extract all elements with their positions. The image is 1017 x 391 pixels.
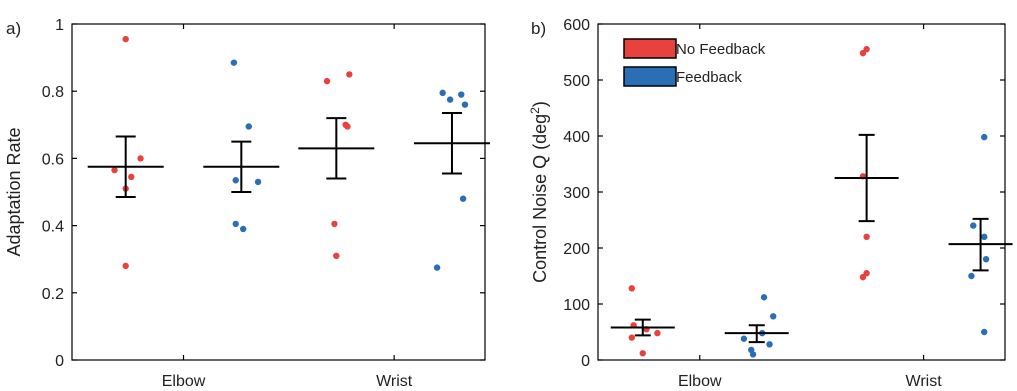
y-axis-label-end: ) — [530, 101, 550, 107]
x-tick-label: Elbow — [678, 373, 722, 390]
series-feedback — [203, 59, 490, 271]
data-point — [749, 351, 757, 358]
y-tick-label: 400 — [563, 129, 590, 146]
y-tick-label: 200 — [563, 241, 590, 258]
data-point — [232, 177, 239, 184]
series-no-feedback — [610, 46, 899, 357]
data-point — [981, 328, 988, 336]
x-tick-label: Wrist — [906, 373, 943, 390]
data-point — [859, 49, 867, 57]
y-tick-label: 500 — [563, 73, 590, 90]
data-point — [766, 341, 773, 348]
data-point — [439, 89, 446, 97]
data-point — [230, 59, 238, 66]
legend-swatch — [623, 66, 677, 87]
legend-swatch — [623, 38, 677, 59]
data-point — [863, 233, 870, 240]
data-point — [760, 294, 768, 301]
data-point — [122, 35, 129, 43]
y-tick-label: 600 — [563, 17, 590, 34]
legend-label: Feedback — [676, 69, 742, 86]
data-point — [331, 220, 338, 228]
panel-b: 0 100 200 300 400 500 600 Elbow Wrist Control Noi… — [528, 17, 1013, 390]
y-axis-label: Control Noise Q (deg2) — [528, 101, 550, 283]
data-point — [458, 91, 465, 98]
data-point — [333, 252, 340, 260]
data-point — [111, 166, 118, 174]
data-point — [232, 220, 239, 228]
data-point — [433, 264, 441, 271]
y-axis-label: Adaptation Rate — [4, 127, 24, 256]
series-feedback — [724, 133, 1013, 358]
data-point — [344, 123, 351, 130]
data-point — [740, 335, 748, 342]
data-point — [446, 96, 454, 103]
data-point — [770, 313, 777, 320]
y-tick-label: 0.6 — [42, 151, 64, 168]
data-point — [346, 71, 353, 78]
data-point — [128, 173, 135, 181]
panel-label: a) — [6, 19, 21, 38]
data-point — [982, 256, 990, 263]
panel-label: b) — [531, 19, 546, 38]
y-tick-label: 1 — [55, 17, 64, 34]
data-point — [654, 329, 661, 337]
y-tick-label: 0.4 — [42, 219, 64, 236]
data-point — [628, 285, 635, 292]
data-point — [981, 133, 988, 141]
y-tick-label: 0.2 — [42, 286, 64, 303]
data-point — [459, 195, 467, 202]
y-tick-label: 100 — [563, 297, 590, 314]
data-point — [245, 123, 252, 130]
data-point — [968, 272, 975, 280]
data-point — [122, 262, 129, 270]
panel-a: 0 0.2 0.4 0.6 0.8 1 Elbow Wrist Adaptation Rate a… — [4, 17, 490, 390]
data-point — [628, 334, 635, 341]
y-tick-label: 0.8 — [42, 84, 64, 101]
legend-label: No Feedback — [676, 41, 766, 58]
data-point — [859, 273, 867, 281]
data-point — [639, 350, 646, 357]
axes-frame — [71, 23, 486, 361]
series-no-feedback — [87, 35, 375, 270]
data-point — [981, 233, 988, 240]
x-tick-label: Elbow — [162, 373, 206, 390]
data-point — [970, 222, 977, 229]
data-point — [254, 178, 262, 186]
x-tick-label: Wrist — [376, 373, 413, 390]
y-tick-label: 0 — [55, 353, 64, 370]
y-axis-label-superscript: 2 — [528, 107, 542, 114]
legend: No Feedback Feedback — [623, 38, 766, 87]
y-tick-label: 300 — [563, 185, 590, 202]
data-point — [461, 101, 469, 108]
data-point — [323, 77, 331, 85]
data-point — [239, 225, 247, 233]
y-tick-label: 0 — [581, 353, 590, 370]
data-point — [137, 155, 144, 162]
